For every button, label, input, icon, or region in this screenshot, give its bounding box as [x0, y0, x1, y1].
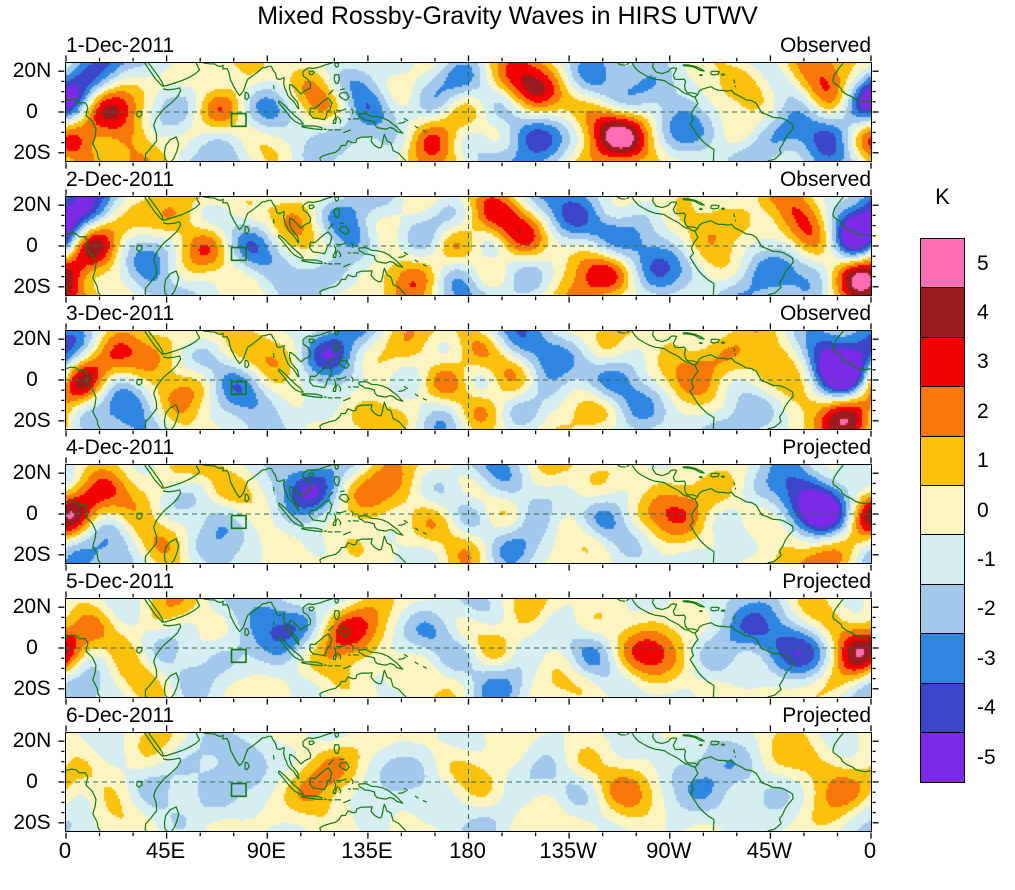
figure-title: Mixed Rossby-Gravity Waves in HIRS UTWV: [257, 2, 758, 30]
coastline-overlay: [58, 323, 879, 437]
ytick-20s: 20S: [13, 275, 51, 298]
ytick-20n: 20N: [12, 595, 52, 618]
panel-5-status: Projected: [782, 570, 871, 593]
coastline-overlay: [58, 55, 879, 169]
ytick-eq: 0: [26, 770, 38, 793]
ytick-20s: 20S: [13, 141, 51, 164]
coastline-overlay: [58, 189, 879, 303]
colorbar-swatch: [920, 583, 965, 635]
colorbar-swatch: [920, 435, 965, 487]
panel-4-header: 4-Dec-2011 Projected: [66, 436, 871, 462]
colorbar-swatch: [920, 732, 965, 784]
ytick-20n: 20N: [12, 729, 52, 752]
panel-4-status: Projected: [782, 436, 871, 459]
colorbar-swatch: [920, 682, 965, 734]
xtick-0a: 0: [58, 838, 72, 863]
colorbar-swatch: [920, 386, 965, 438]
colorbar-tick-label: 3: [977, 350, 989, 374]
map-panel-1: 1-Dec-2011 Observed 20N 0 20S: [13, 34, 879, 169]
ytick-eq: 0: [26, 368, 38, 391]
map-panel-4: 4-Dec-2011 Projected 20N 0 20S: [13, 436, 879, 571]
map-panel-5: 5-Dec-2011 Projected 20N 0 20S: [13, 570, 879, 705]
colorbar-swatch: [920, 336, 965, 388]
colorbar-tick-label: 5: [977, 251, 989, 275]
colorbar-tick-label: -5: [977, 745, 996, 769]
map-panel-6: 6-Dec-2011 Projected 20N 0 20S: [13, 704, 879, 839]
panel-6-header: 6-Dec-2011 Projected: [66, 704, 871, 730]
colorbar-tick-label: -2: [977, 597, 996, 621]
colorbar-tick-label: 2: [977, 399, 989, 423]
colorbar-swatch: [920, 287, 965, 339]
ytick-eq: 0: [26, 636, 38, 659]
ytick-20n: 20N: [12, 193, 52, 216]
panel-3-date: 3-Dec-2011: [66, 302, 175, 325]
colorbar-swatch: [920, 534, 965, 586]
panel-1-status: Observed: [779, 34, 871, 57]
xtick-90e: 90E: [246, 838, 286, 863]
ytick-20n: 20N: [12, 327, 52, 350]
ytick-20n: 20N: [12, 59, 52, 82]
colorbar-tick-label: -3: [977, 646, 996, 670]
colorbar-unit-label: K: [935, 184, 950, 209]
panel-3-status: Observed: [779, 302, 871, 325]
panel-6-status: Projected: [782, 704, 871, 727]
ytick-20n: 20N: [12, 461, 52, 484]
coastline-overlay: [58, 591, 879, 705]
xtick-135e: 135E: [341, 838, 393, 863]
colorbar-tick-label: 0: [977, 498, 989, 522]
panel-2-header: 2-Dec-2011 Observed: [66, 168, 871, 194]
panel-1-date: 1-Dec-2011: [66, 34, 175, 57]
colorbar-swatch: [920, 485, 965, 537]
ytick-20s: 20S: [13, 811, 51, 834]
colorbar-swatch: [920, 633, 965, 685]
panel-4-date: 4-Dec-2011: [66, 436, 175, 459]
ytick-20s: 20S: [13, 543, 51, 566]
panel-5-header: 5-Dec-2011 Projected: [66, 570, 871, 596]
colorbar-tick-label: -1: [977, 547, 996, 571]
ytick-20s: 20S: [13, 677, 51, 700]
colorbar-tick-label: 1: [977, 449, 989, 473]
colorbar: [920, 238, 965, 784]
panel-2-date: 2-Dec-2011: [66, 168, 175, 191]
coastline-overlay: [58, 457, 879, 571]
xtick-90w: 90W: [646, 838, 692, 863]
colorbar-tick-label: -4: [977, 696, 996, 720]
xtick-0b: 0: [863, 838, 877, 863]
panel-1-header: 1-Dec-2011 Observed: [66, 34, 871, 60]
panel-2-status: Observed: [779, 168, 871, 191]
panel-6-date: 6-Dec-2011: [66, 704, 175, 727]
ytick-eq: 0: [26, 100, 38, 123]
x-axis-labels: 0 45E 90E 135E 180 135W 90W 45W 0: [59, 838, 876, 864]
map-panel-2: 2-Dec-2011 Observed 20N 0 20S: [13, 168, 879, 303]
ytick-eq: 0: [26, 502, 38, 525]
colorbar-swatch: [920, 238, 965, 289]
xtick-135w: 135W: [539, 838, 597, 863]
xtick-45e: 45E: [146, 838, 186, 863]
panel-5-date: 5-Dec-2011: [66, 570, 175, 593]
panel-3-header: 3-Dec-2011 Observed: [66, 302, 871, 328]
xtick-45w: 45W: [746, 838, 793, 863]
xtick-180: 180: [449, 838, 486, 863]
coastline-overlay: [58, 725, 879, 839]
ytick-eq: 0: [26, 234, 38, 257]
map-panel-3: 3-Dec-2011 Observed 20N 0 20S: [13, 302, 879, 437]
colorbar-tick-label: 4: [977, 300, 989, 324]
ytick-20s: 20S: [13, 409, 51, 432]
